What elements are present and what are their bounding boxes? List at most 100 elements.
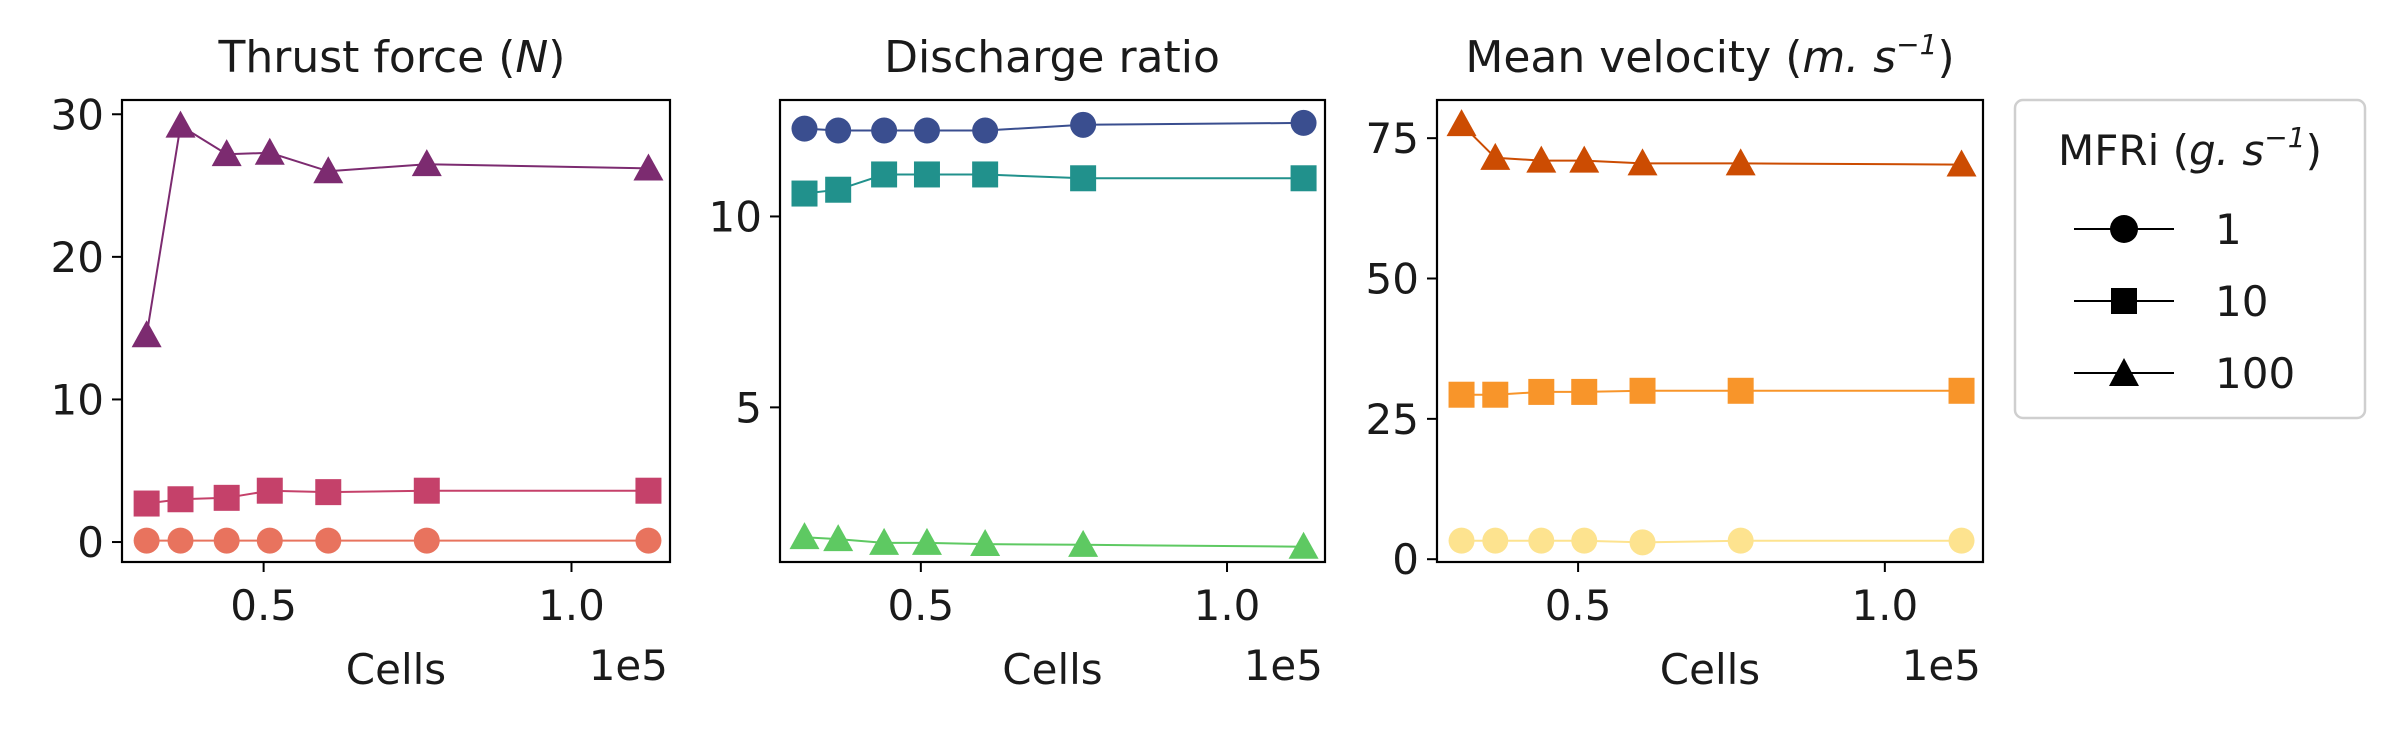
y-tick-label: 30 [51, 90, 104, 139]
data-point-10-2 [1482, 381, 1509, 408]
series-100 [1446, 109, 1977, 177]
data-point-10-4 [256, 477, 283, 504]
data-point-1-6 [1070, 111, 1097, 138]
y-tick-label: 0 [1392, 535, 1419, 584]
data-point-10-1 [133, 490, 160, 517]
y-tick-label: 75 [1366, 114, 1419, 163]
y-tick-label: 10 [709, 192, 762, 241]
data-point-100-1 [1446, 109, 1477, 137]
data-point-1-1 [1448, 527, 1475, 554]
data-point-1-7 [1290, 109, 1317, 136]
data-point-100-7 [633, 153, 664, 181]
x-tick-label: 1.0 [538, 581, 605, 630]
data-point-10-7 [635, 477, 662, 504]
series-10 [133, 477, 662, 517]
x-tick-label: 0.5 [1545, 581, 1612, 630]
data-point-1-7 [635, 527, 662, 554]
data-point-1-5 [972, 117, 999, 144]
series-100 [789, 522, 1319, 559]
y-tick-label: 0 [77, 518, 104, 567]
series-10 [1448, 377, 1975, 408]
data-point-100-2 [165, 110, 196, 138]
axes-frame [778, 98, 1327, 564]
data-point-1-5 [1629, 529, 1656, 556]
data-point-10-5 [972, 161, 999, 188]
data-point-100-4 [254, 137, 285, 165]
data-point-1-3 [1528, 527, 1555, 554]
panel-title-thrust: Thrust force (N) [218, 32, 566, 83]
data-point-1-7 [1948, 527, 1975, 554]
data-point-1-1 [791, 115, 818, 142]
panel-title-discharge: Discharge ratio [884, 32, 1220, 83]
data-point-10-4 [1571, 378, 1598, 405]
data-point-1-4 [913, 117, 940, 144]
data-point-100-6 [1068, 529, 1099, 557]
panel-3: 0 25 50 75 0.5 1.0 Cells 1e5 [1366, 98, 1985, 694]
x-tick-label: 1.0 [1851, 581, 1918, 630]
data-point-100-6 [1725, 148, 1756, 176]
series-100 [131, 110, 664, 348]
x-axis-label: Cells [346, 645, 446, 694]
data-point-1-2 [825, 117, 852, 144]
data-point-100-4 [911, 527, 942, 555]
data-point-100-3 [869, 527, 900, 555]
series-1 [133, 527, 662, 554]
axes-frame [120, 98, 672, 564]
data-point-100-3 [1526, 145, 1557, 173]
data-point-10-1 [1448, 381, 1475, 408]
x-tick-label: 1.0 [1194, 581, 1261, 630]
data-point-1-3 [213, 527, 240, 554]
x-axis-multiplier: 1e5 [1244, 641, 1323, 690]
x-axis-label: Cells [1660, 645, 1760, 694]
data-point-1-1 [133, 527, 160, 554]
data-point-100-5 [1627, 148, 1658, 176]
legend-marker-circle [2110, 215, 2138, 243]
data-point-1-2 [167, 527, 194, 554]
data-point-100-1 [789, 522, 820, 550]
legend-frame [2013, 98, 2367, 420]
data-point-100-2 [823, 524, 854, 552]
data-point-1-5 [315, 527, 342, 554]
data-point-100-2 [1480, 142, 1511, 170]
legend-marker-square [2111, 288, 2137, 314]
data-point-10-6 [1727, 377, 1754, 404]
axes-frame [1435, 98, 1985, 564]
data-point-10-3 [1528, 378, 1555, 405]
legend-label-10: 10 [2215, 277, 2268, 326]
data-point-100-5 [970, 529, 1001, 557]
panel-1: 0 10 20 30 0.5 1.0 Cells 1e5 [51, 90, 672, 694]
data-point-100-7 [1288, 531, 1319, 559]
data-point-10-2 [167, 486, 194, 513]
x-axis-label: Cells [1002, 645, 1102, 694]
x-tick-label: 0.5 [230, 581, 297, 630]
data-point-10-1 [791, 180, 818, 207]
data-point-10-5 [315, 479, 342, 506]
data-point-10-6 [1070, 165, 1097, 192]
data-point-100-7 [1946, 149, 1977, 177]
data-point-100-5 [313, 156, 344, 184]
panel-title-velocity: Mean velocity (m. s−1) [1465, 28, 1954, 83]
y-tick-label: 20 [51, 233, 104, 282]
data-point-10-4 [913, 161, 940, 188]
data-point-10-5 [1629, 377, 1656, 404]
legend-marker-triangle [2109, 358, 2139, 386]
x-tick-label: 0.5 [887, 581, 954, 630]
series-1 [791, 109, 1317, 144]
y-tick-label: 10 [51, 375, 104, 424]
y-tick-label: 50 [1366, 255, 1419, 304]
data-point-10-7 [1948, 377, 1975, 404]
data-point-1-4 [1571, 527, 1598, 554]
legend-label-100: 100 [2215, 349, 2295, 398]
y-tick-label: 25 [1366, 395, 1419, 444]
data-point-10-6 [413, 477, 440, 504]
data-point-10-7 [1290, 165, 1317, 192]
data-point-1-4 [256, 527, 283, 554]
data-point-100-4 [1569, 145, 1600, 173]
data-point-1-6 [1727, 527, 1754, 554]
legend-label-1: 1 [2215, 205, 2242, 254]
data-point-100-6 [411, 149, 442, 177]
x-axis-multiplier: 1e5 [1902, 641, 1981, 690]
data-point-1-6 [413, 527, 440, 554]
chart-panels: 0 10 20 30 0.5 1.0 Cells 1e5 5 10 0.5 1.0 Cells 1e5 0 2… [51, 90, 1985, 694]
